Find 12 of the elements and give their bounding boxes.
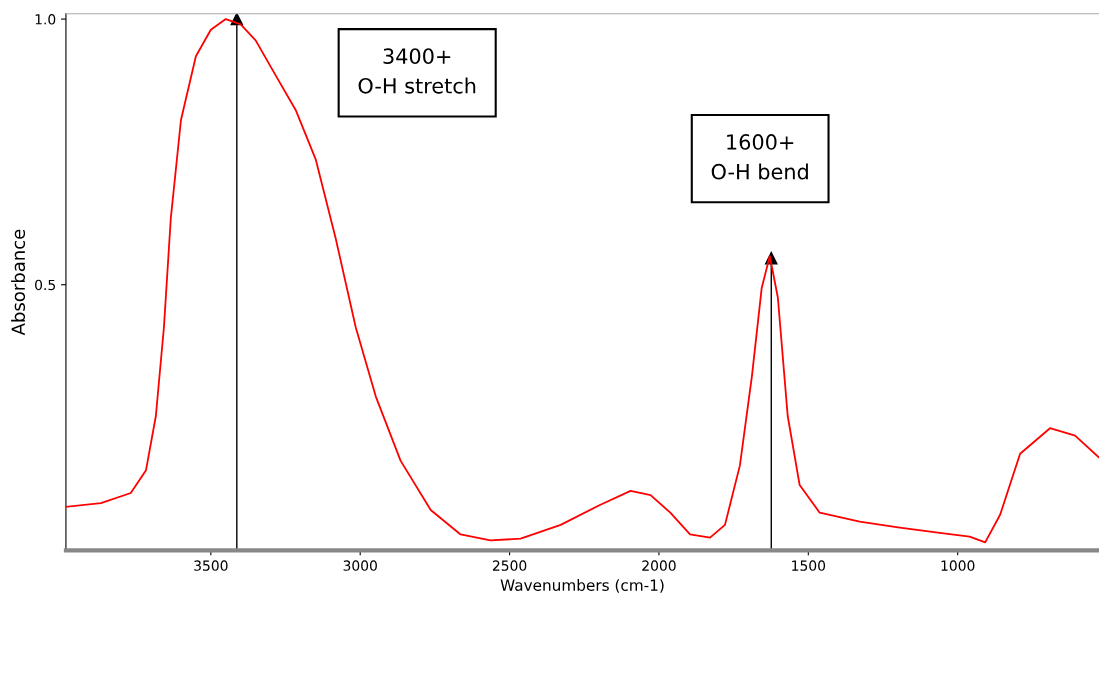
x-tick-label: 1500: [792, 560, 826, 571]
annotation: 1600+ O-H bend: [711, 134, 808, 180]
x-tick-label: 3000: [343, 560, 377, 571]
x-axis-title: Wavenumbers (cm-1): [500, 579, 664, 593]
annotation: 3400+ O-H stretch: [358, 48, 476, 94]
x-tick-label: 3500: [194, 560, 228, 571]
y-tick-label: 1.0: [35, 14, 56, 25]
y-tick-label: 0.5: [35, 279, 56, 291]
y-axis-title: Absorbance: [11, 229, 26, 336]
x-tick-label: 2000: [642, 560, 676, 571]
x-tick-label: 1000: [941, 560, 975, 571]
x-tick-label: 2500: [492, 560, 527, 571]
